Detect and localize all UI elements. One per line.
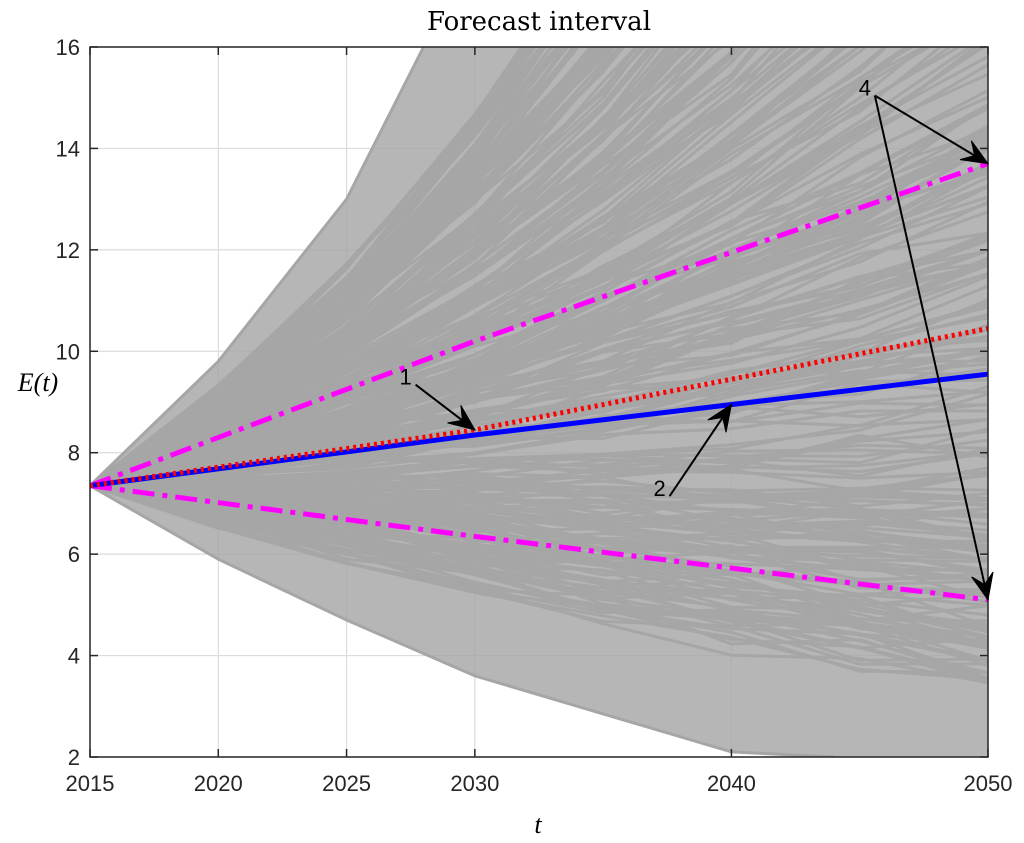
y-tick-label: 12 bbox=[56, 238, 80, 263]
annotation-label: 1 bbox=[399, 365, 411, 390]
y-axis-label: E(t) bbox=[17, 368, 58, 397]
simulated-path bbox=[90, 484, 988, 626]
annotation-arrowhead bbox=[971, 571, 994, 602]
y-tick-label: 14 bbox=[56, 136, 80, 161]
y-tick-label: 2 bbox=[68, 745, 80, 770]
x-tick-label: 2030 bbox=[450, 771, 499, 796]
simulated-path bbox=[90, 484, 988, 575]
simulated-path bbox=[90, 484, 988, 650]
simulated-path bbox=[90, 47, 613, 487]
annotation-label: 4 bbox=[859, 76, 871, 101]
simulated-path bbox=[90, 47, 523, 487]
x-tick-label: 2015 bbox=[66, 771, 115, 796]
simulated-path bbox=[90, 484, 988, 685]
annotation-arrowhead bbox=[707, 403, 733, 433]
simulated-path bbox=[90, 484, 988, 623]
y-tick-label: 4 bbox=[68, 644, 80, 669]
annotation-arrowhead bbox=[959, 140, 990, 165]
simulated-path bbox=[90, 47, 692, 488]
simulated-path bbox=[90, 484, 988, 592]
annotation-arrow-line bbox=[873, 95, 989, 601]
simulated-path bbox=[90, 484, 988, 647]
y-tick-label: 16 bbox=[56, 35, 80, 60]
simulated-paths bbox=[90, 47, 988, 757]
series-line-blue bbox=[90, 371, 988, 489]
simulated-path bbox=[90, 427, 988, 488]
simulated-path bbox=[90, 47, 547, 487]
x-axis-label: t bbox=[534, 810, 542, 839]
simulated-path bbox=[90, 47, 545, 487]
simulated-path bbox=[90, 392, 988, 488]
simulated-path bbox=[90, 238, 988, 488]
simulated-path bbox=[90, 484, 988, 680]
annotation-arrow-line bbox=[668, 403, 733, 497]
annotation-arrowhead bbox=[447, 405, 476, 431]
series-line-lower bbox=[90, 483, 988, 603]
annotation-label: 2 bbox=[653, 476, 665, 501]
simulated-path bbox=[90, 484, 988, 541]
simulated-path bbox=[90, 47, 775, 488]
upper-envelope-path bbox=[90, 47, 425, 487]
lower-envelope-path bbox=[90, 484, 835, 757]
simulated-path bbox=[90, 484, 988, 675]
x-tick-label: 2050 bbox=[964, 771, 1013, 796]
simulated-path bbox=[90, 482, 988, 503]
simulated-path bbox=[90, 47, 661, 487]
simulated-path bbox=[90, 72, 988, 488]
x-tick-label: 2020 bbox=[194, 771, 243, 796]
x-tick-label: 2040 bbox=[707, 771, 756, 796]
simulated-path bbox=[90, 402, 988, 488]
simulated-path bbox=[90, 473, 988, 502]
y-tick-label: 8 bbox=[68, 441, 80, 466]
simulated-path bbox=[90, 233, 988, 488]
x-tick-label: 2025 bbox=[322, 771, 371, 796]
simulated-path bbox=[90, 484, 988, 581]
simulated-path bbox=[90, 47, 861, 488]
y-tick-label: 10 bbox=[56, 339, 80, 364]
chart-title: Forecast interval bbox=[427, 7, 651, 37]
simulated-path bbox=[90, 248, 988, 488]
series-line-upper bbox=[90, 161, 988, 489]
annotations-layer: 1 2 4 bbox=[399, 76, 994, 602]
y-tick-label: 6 bbox=[68, 542, 80, 567]
simulated-path bbox=[90, 47, 743, 488]
series-layer bbox=[90, 161, 988, 603]
simulated-path bbox=[90, 484, 988, 572]
simulated-path bbox=[90, 129, 988, 488]
series-line-red bbox=[90, 326, 988, 489]
simulated-path bbox=[90, 47, 705, 488]
plot-frame bbox=[89, 46, 989, 758]
simulated-path bbox=[90, 175, 988, 488]
annotation-arrow-line bbox=[874, 94, 989, 165]
